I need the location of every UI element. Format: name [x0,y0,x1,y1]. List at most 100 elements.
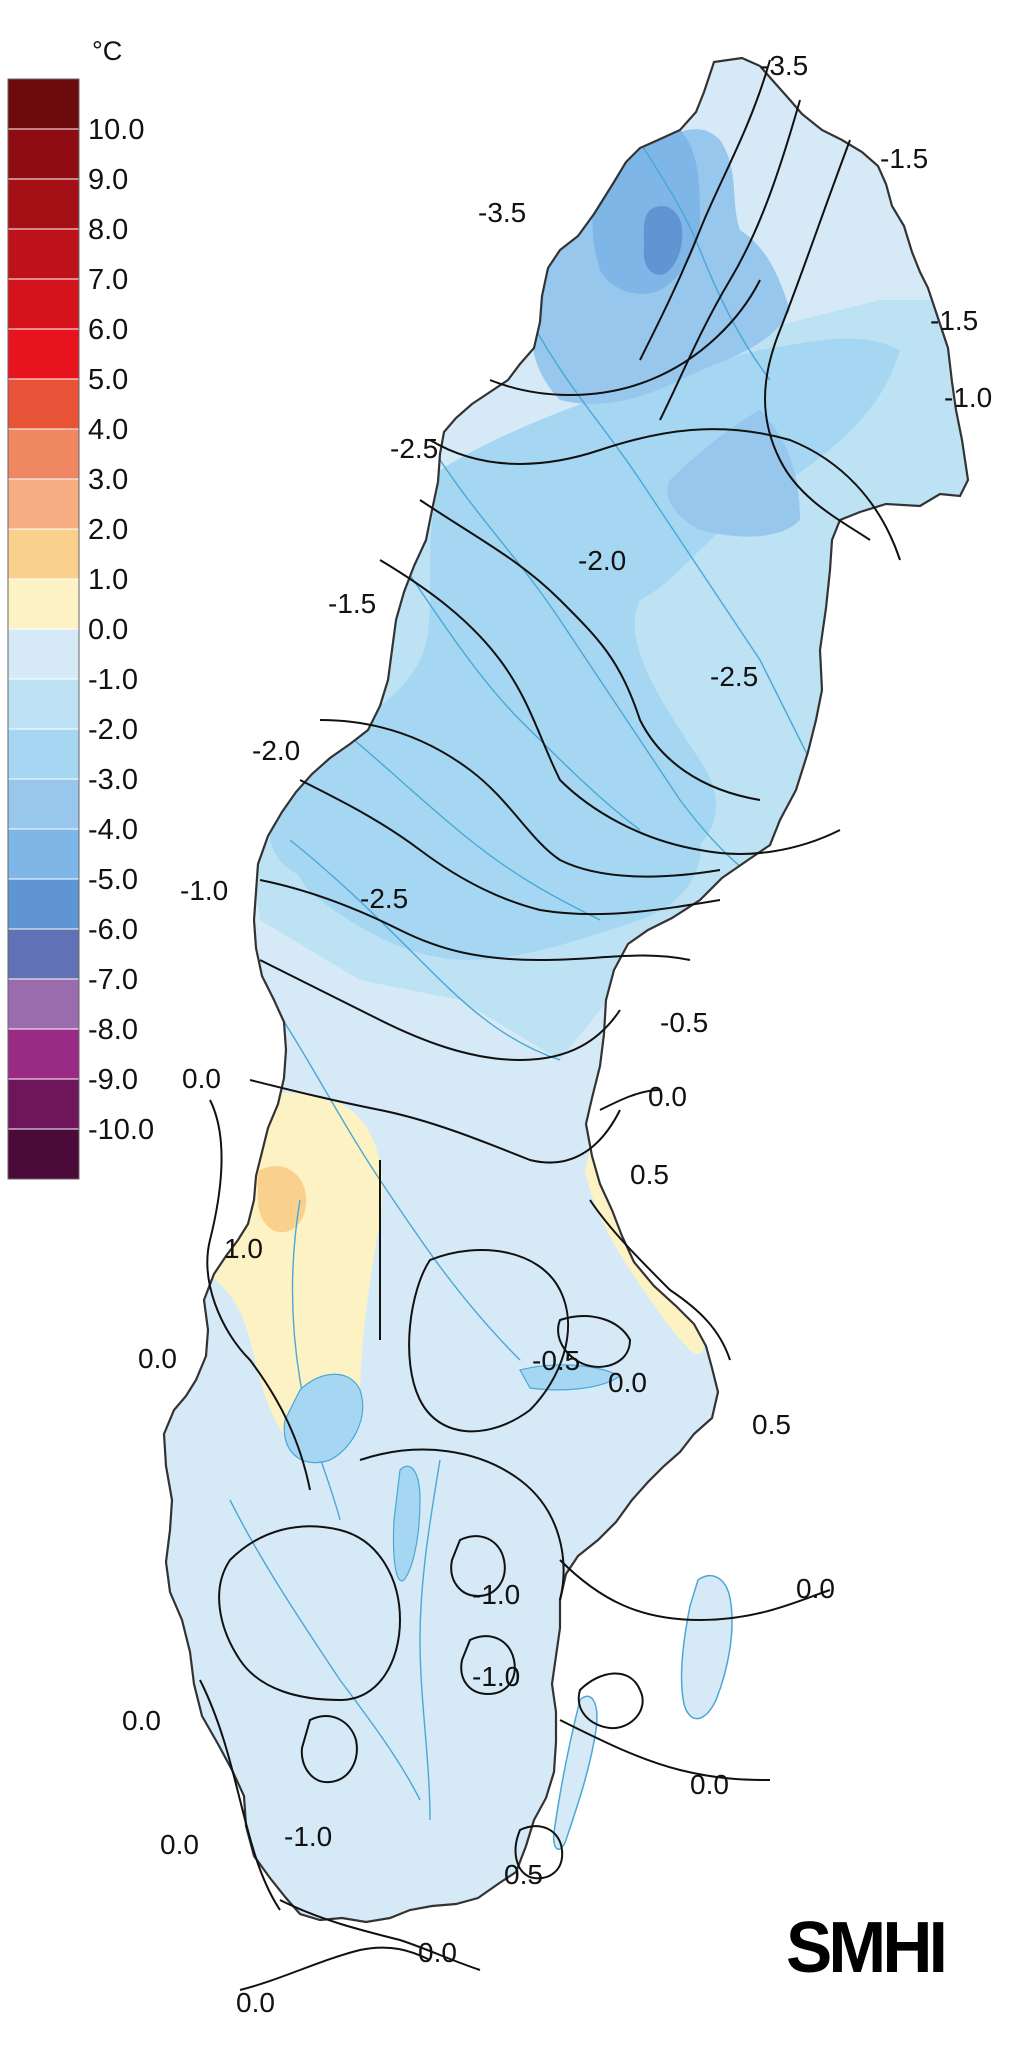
legend-label: 4.0 [88,414,128,446]
contour-label-12: -2.5 [360,883,408,914]
isotherm-1 [639,59,771,361]
contour-label-10: -2.0 [252,735,300,766]
isotherm-28 [514,1825,564,1880]
isotherm-29 [279,1899,481,1971]
river-1 [519,299,821,781]
isotherm-23 [460,1635,516,1696]
isotherm-10 [259,879,691,962]
river-10 [619,109,771,381]
legend-label: -1.0 [88,664,138,696]
legend-swatch [7,1078,80,1130]
legend-label: 1.0 [88,564,128,596]
legend-swatches [7,78,80,1180]
lake-vanern [283,1373,364,1464]
legend-labels: 10.0 9.0 8.0 7.0 6.0 5.0 4.0 3.0 2.0 1.0 0.0 -1.0 -2… [88,114,154,1146]
contour-label-3: -3.5 [478,197,526,228]
contour-label-2: -1.5 [880,143,928,174]
contour-label-30: 0.0 [418,1937,457,1968]
contour-label-13: -0.5 [660,1007,708,1038]
legend-label: -5.0 [88,864,138,896]
legend-label: 5.0 [88,364,128,396]
isotherm-11 [259,959,621,1062]
legend-label: 3.0 [88,464,128,496]
contour-label-25: 0.0 [122,1705,161,1736]
legend-swatch [7,128,80,180]
legend-swatch [7,178,80,230]
isotherm-6 [419,499,761,801]
isotherm-9 [299,779,721,916]
contour-label-11: -1.0 [180,875,228,906]
legend-label: -2.0 [88,714,138,746]
rivers [229,109,821,1821]
contour-label-6: -2.5 [390,433,438,464]
river-7 [291,1199,341,1521]
legend-swatch [7,328,80,380]
contour-label-22: 0.0 [796,1573,835,1604]
contour-label-27: 0.0 [160,1829,199,1860]
legend-label: 7.0 [88,264,128,296]
contour-label-29: 0.5 [504,1859,543,1890]
contour-label-15: 0.0 [648,1081,687,1112]
contour-label-19: -0.5 [532,1345,580,1376]
isotherm-4 [489,279,761,396]
legend-label: -6.0 [88,914,138,946]
contour-label-28: -1.0 [284,1821,332,1852]
legend-label: -4.0 [88,814,138,846]
legend-label: -8.0 [88,1014,138,1046]
isotherm-27 [577,1672,644,1730]
river-9 [419,1459,441,1821]
smhi-logo-text: SMHI [786,1908,944,1988]
legend-swatch [7,78,80,130]
legend-label: 8.0 [88,214,128,246]
isotherm-22 [450,1535,506,1598]
isotherm-5 [429,428,901,561]
isotherm-20 [218,1525,402,1702]
legend-swatch [7,628,80,680]
legend-swatch [7,878,80,930]
legend-swatch [7,1028,80,1080]
river-5 [289,839,561,1061]
legend-swatch [7,278,80,330]
isotherm-18 [557,1315,632,1368]
isotherm-21 [300,1715,358,1784]
sweden-map: -3.5 -1.5 -3.5 -1.5 -1.0 -2.5 -2.0 -1.5 … [122,50,992,2018]
legend-swatch [7,528,80,580]
legend-label: 2.0 [88,514,128,546]
legend-swatch [7,678,80,730]
lake-vattern [392,1465,421,1582]
legend-swatch [7,428,80,480]
contour-label-23: -1.0 [472,1579,520,1610]
legend-swatch [7,778,80,830]
zone-warm-1-west [257,1166,307,1233]
contour-label-24: -1.0 [472,1661,520,1692]
river-2 [439,459,761,881]
legend-swatch [7,728,80,780]
smhi-logo: SMHI [786,1908,948,1988]
legend-label: -9.0 [88,1064,138,1096]
legend-label: 6.0 [88,314,128,346]
isotherm-contours [199,59,901,1991]
contour-label-20: 0.0 [608,1367,647,1398]
isotherm-26 [559,1719,771,1781]
lakes [283,1364,622,1582]
isotherm-30 [239,1946,431,1991]
zone-minus-4-east [667,410,800,537]
isotherm-3 [764,139,871,541]
legend-label: 0.0 [88,614,128,646]
contour-label-4: -1.5 [930,305,978,336]
isotherm-25 [559,1559,831,1622]
contour-label-26: 0.0 [690,1769,729,1800]
legend-swatch [7,228,80,280]
legend-swatch [7,928,80,980]
zone-minus-6-core [643,206,683,275]
contour-label-5: -1.0 [944,382,992,413]
isotherm-13 [599,1089,661,1111]
isotherm-2 [659,99,801,421]
contour-label-18: 0.0 [138,1343,177,1374]
isotherm-12 [249,1079,621,1164]
legend-swatch [7,1128,80,1180]
isotherm-8 [319,719,721,878]
legend-label: -3.0 [88,764,138,796]
contour-labels: -3.5 -1.5 -3.5 -1.5 -1.0 -2.5 -2.0 -1.5 … [122,50,992,2018]
